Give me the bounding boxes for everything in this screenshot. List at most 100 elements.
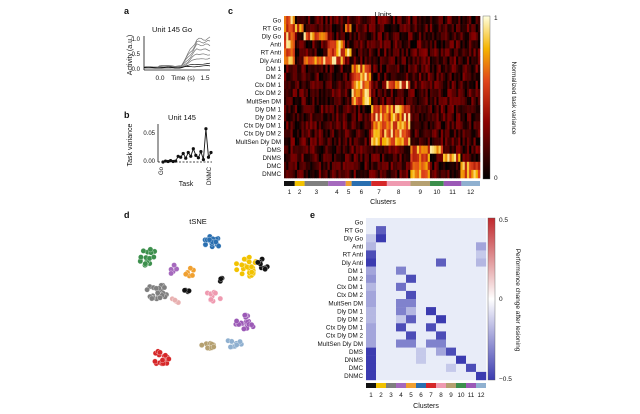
- heatmap-cell: [349, 113, 352, 122]
- heatmap-cell: [471, 40, 474, 49]
- heatmap-cell: [436, 129, 439, 138]
- heatmap-cell: [447, 121, 450, 130]
- heatmap-cell: [347, 88, 350, 98]
- heatmap-cell: [442, 72, 446, 82]
- heatmap-cell: [294, 16, 298, 25]
- heatmap-cell: [329, 56, 333, 65]
- heatmap-cell: [353, 145, 357, 154]
- heatmap-cell: [353, 129, 357, 138]
- heatmap-cell: [325, 145, 328, 154]
- heatmap-cell: [412, 16, 415, 25]
- cluster-label: 5: [409, 392, 413, 399]
- heatmap-cell: [358, 105, 361, 114]
- heatmap-cell: [305, 16, 309, 25]
- heatmap-cell: [425, 24, 429, 33]
- heatmap-cell: [403, 32, 407, 41]
- lesion-cell: [446, 355, 457, 364]
- heatmap-cell: [436, 56, 439, 65]
- heatmap-cell: [453, 16, 457, 25]
- heatmap-cell: [440, 64, 444, 73]
- heatmap-cell: [307, 113, 311, 122]
- panel-a-xlabel: Time (s): [171, 75, 195, 82]
- heatmap-cell: [375, 137, 378, 146]
- heatmap-cell: [466, 72, 470, 82]
- heatmap-cell: [408, 40, 411, 49]
- heatmap-cell: [290, 48, 294, 57]
- heatmap-cell: [373, 145, 376, 154]
- cluster-bar-segment: [371, 181, 387, 186]
- heatmap-cell: [297, 129, 300, 138]
- heatmap-cell: [421, 97, 424, 106]
- heatmap-cell: [316, 121, 320, 130]
- heatmap-cell: [373, 113, 376, 122]
- lesion-cell: [376, 266, 387, 275]
- heatmap-cell: [297, 72, 300, 82]
- heatmap-cell: [427, 153, 431, 163]
- heatmap-cell: [301, 97, 304, 106]
- lesion-cell: [376, 363, 387, 373]
- heatmap-cell: [301, 16, 304, 25]
- heatmap-cell: [475, 105, 479, 114]
- heatmap-cell: [471, 113, 474, 122]
- heatmap-cell: [447, 137, 450, 146]
- heatmap-cell: [440, 88, 444, 98]
- heatmap-cell: [386, 121, 389, 130]
- heatmap-cell: [477, 121, 481, 130]
- heatmap-cell: [347, 32, 350, 41]
- heatmap-cell: [323, 169, 326, 179]
- heatmap-cell: [419, 105, 422, 114]
- heatmap-cell: [327, 137, 331, 146]
- tsne-point: [228, 338, 235, 345]
- lesion-cell: [426, 218, 437, 227]
- heatmap-cell: [436, 97, 439, 106]
- heatmap-cell: [425, 32, 429, 41]
- task-variance-point: [201, 158, 206, 162]
- cluster-label: 12: [467, 189, 475, 196]
- heatmap-cell: [342, 24, 346, 33]
- heatmap-cell: [338, 129, 341, 138]
- cluster-label: 3: [389, 392, 393, 399]
- heatmap-cell: [371, 48, 374, 57]
- heatmap-cell: [423, 121, 426, 130]
- heatmap-cell: [421, 129, 424, 138]
- heatmap-cell: [353, 121, 357, 130]
- heatmap-cell: [292, 145, 296, 154]
- lesion-cell: [426, 282, 437, 292]
- lesion-cell: [406, 234, 417, 243]
- heatmap-cell: [427, 48, 431, 57]
- heatmap-cell: [434, 113, 437, 122]
- lesion-cell: [386, 307, 397, 316]
- heatmap-cell: [325, 129, 328, 138]
- heatmap-cell: [344, 145, 348, 154]
- heatmap-cell: [392, 32, 396, 41]
- activity-trace: [143, 57, 211, 69]
- heatmap-cell: [355, 121, 359, 130]
- heatmap-cell: [440, 161, 444, 171]
- heatmap-cell: [338, 88, 341, 98]
- task-variance-point: [174, 159, 178, 163]
- panel-c-row-label: MultSen DM: [246, 98, 281, 105]
- heatmap-cell: [349, 145, 352, 154]
- lesion-cell: [436, 242, 447, 251]
- heatmap-cell: [373, 169, 376, 179]
- heatmap-cell: [366, 137, 370, 146]
- lesion-cell: [436, 274, 447, 283]
- lesion-cell: [386, 234, 397, 243]
- heatmap-cell: [307, 72, 311, 82]
- heatmap-cell: [386, 97, 389, 106]
- heatmap-cell: [432, 129, 435, 138]
- cluster-bar-segment: [284, 181, 295, 186]
- heatmap-cell: [314, 72, 317, 82]
- heatmap-cell: [284, 80, 287, 90]
- heatmap-cell: [340, 113, 344, 122]
- heatmap-cell: [314, 105, 317, 114]
- heatmap-cell: [294, 161, 298, 171]
- heatmap-cell: [416, 40, 420, 49]
- heatmap-cell: [399, 97, 402, 106]
- heatmap-cell: [371, 145, 374, 154]
- heatmap-cell: [327, 80, 331, 90]
- heatmap-cell: [314, 129, 317, 138]
- panel-e-colorbar-label: Performance change after lesioning: [514, 249, 521, 352]
- heatmap-cell: [401, 32, 405, 41]
- panel-b-title: Unit 145: [168, 113, 196, 122]
